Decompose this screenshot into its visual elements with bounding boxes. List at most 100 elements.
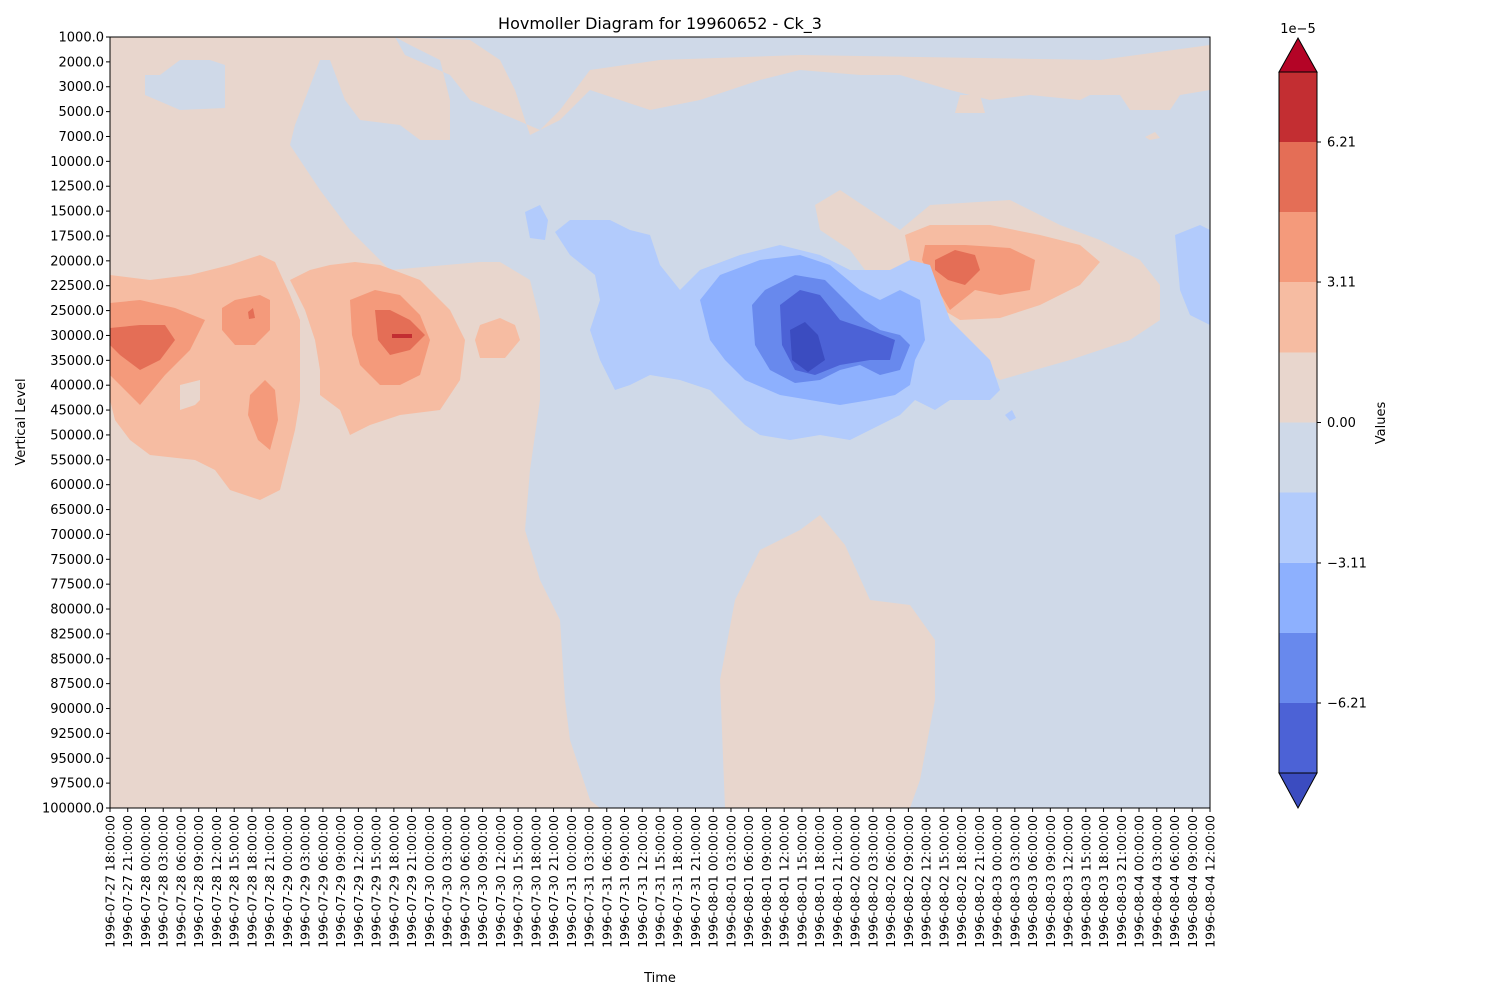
x-axis: 1996-07-27 18:00:00 1996-07-27 21:00:00 19… bbox=[103, 808, 1218, 948]
colorbar-exponent-label: 1e−5 bbox=[1280, 22, 1315, 37]
level-3-small bbox=[475, 318, 520, 358]
x-tick-label: 1996-07-28 00:00:00 bbox=[138, 815, 153, 948]
y-tick-label: 45000.0 bbox=[50, 404, 104, 419]
x-tick-label: 1996-08-04 03:00:00 bbox=[1149, 815, 1164, 948]
x-tick-label: 1996-08-02 21:00:00 bbox=[972, 815, 987, 948]
x-tick-label: 1996-07-27 21:00:00 bbox=[120, 815, 135, 948]
x-tick-label: 1996-08-04 06:00:00 bbox=[1167, 815, 1182, 948]
negative-region-far-right bbox=[1175, 225, 1210, 325]
colorbar-tick-label: 6.21 bbox=[1327, 136, 1356, 151]
y-tick-label: 35000.0 bbox=[50, 354, 104, 369]
y-tick-label: 30000.0 bbox=[50, 329, 104, 344]
x-tick-label: 1996-08-01 00:00:00 bbox=[706, 815, 721, 948]
colorbar-band bbox=[1279, 562, 1317, 633]
positive-region-left bbox=[110, 37, 1210, 808]
y-tick-label: 10000.0 bbox=[50, 155, 104, 170]
x-tick-label: 1996-07-28 15:00:00 bbox=[227, 815, 242, 948]
x-tick-label: 1996-07-30 15:00:00 bbox=[511, 815, 526, 948]
x-tick-label: 1996-07-29 00:00:00 bbox=[280, 815, 295, 948]
x-tick-label: 1996-08-03 12:00:00 bbox=[1061, 815, 1076, 948]
x-tick-label: 1996-07-31 03:00:00 bbox=[582, 815, 597, 948]
x-tick-label: 1996-08-02 09:00:00 bbox=[901, 815, 916, 948]
y-tick-label: 82500.0 bbox=[50, 627, 104, 642]
positive-region-cap-2 bbox=[1145, 132, 1160, 140]
colorbar-band bbox=[1279, 142, 1317, 213]
level-4-small-a bbox=[222, 295, 270, 345]
colorbar-tick-label: −6.21 bbox=[1327, 696, 1367, 711]
x-tick-label: 1996-07-29 21:00:00 bbox=[404, 815, 419, 948]
x-tick-label: 1996-08-03 21:00:00 bbox=[1114, 815, 1129, 948]
x-tick-label: 1996-07-30 21:00:00 bbox=[546, 815, 561, 948]
x-tick-label: 1996-07-29 09:00:00 bbox=[333, 815, 348, 948]
x-tick-label: 1996-07-31 21:00:00 bbox=[688, 815, 703, 948]
y-tick-label: 50000.0 bbox=[50, 428, 104, 443]
x-tick-label: 1996-07-31 12:00:00 bbox=[635, 815, 650, 948]
y-tick-label: 1000.0 bbox=[59, 31, 105, 46]
level-5-middle bbox=[375, 310, 425, 355]
x-tick-label: 1996-07-31 00:00:00 bbox=[564, 815, 579, 948]
y-tick-label: 80000.0 bbox=[50, 603, 104, 618]
x-tick-label: 1996-08-02 18:00:00 bbox=[954, 815, 969, 948]
level-5-small bbox=[248, 308, 255, 319]
y-tick-label: 95000.0 bbox=[50, 752, 104, 767]
colorbar-band bbox=[1279, 702, 1317, 773]
negative-region-top-left bbox=[145, 60, 225, 110]
x-tick-label: 1996-07-30 09:00:00 bbox=[475, 815, 490, 948]
y-tick-label: 5000.0 bbox=[59, 105, 105, 120]
colorbar-band bbox=[1279, 352, 1317, 423]
y-tick-label: 75000.0 bbox=[50, 553, 104, 568]
x-tick-label: 1996-08-04 12:00:00 bbox=[1203, 815, 1218, 948]
x-tick-label: 1996-07-27 18:00:00 bbox=[103, 815, 118, 948]
colorbar-label: Values bbox=[1374, 402, 1389, 445]
y-tick-label: 25000.0 bbox=[50, 304, 104, 319]
x-tick-label: 1996-07-29 06:00:00 bbox=[315, 815, 330, 948]
colorbar-band bbox=[1279, 492, 1317, 563]
y-tick-label: 65000.0 bbox=[50, 503, 104, 518]
colorbar-band bbox=[1279, 632, 1317, 703]
x-tick-label: 1996-08-03 00:00:00 bbox=[990, 815, 1005, 948]
x-tick-label: 1996-08-02 15:00:00 bbox=[936, 815, 951, 948]
y-tick-label: 77500.0 bbox=[50, 578, 104, 593]
x-tick-label: 1996-07-30 12:00:00 bbox=[493, 815, 508, 948]
colorbar-band bbox=[1279, 72, 1317, 143]
x-tick-label: 1996-07-30 18:00:00 bbox=[528, 815, 543, 948]
x-tick-label: 1996-08-01 12:00:00 bbox=[777, 815, 792, 948]
negative-region-dot bbox=[1005, 410, 1016, 421]
y-tick-label: 92500.0 bbox=[50, 727, 104, 742]
x-tick-label: 1996-07-31 15:00:00 bbox=[653, 815, 668, 948]
x-tick-label: 1996-08-01 18:00:00 bbox=[812, 815, 827, 948]
y-tick-label: 90000.0 bbox=[50, 702, 104, 717]
contour-field bbox=[110, 37, 1210, 808]
negative-region-sliver bbox=[525, 205, 548, 240]
y-tick-label: 100000.0 bbox=[42, 802, 104, 817]
positive-region-cap-1 bbox=[955, 95, 985, 113]
x-tick-label: 1996-07-30 03:00:00 bbox=[440, 815, 455, 948]
colorbar-tick-label: 0.00 bbox=[1327, 416, 1356, 431]
x-tick-label: 1996-08-01 21:00:00 bbox=[830, 815, 845, 948]
x-tick-label: 1996-07-31 06:00:00 bbox=[599, 815, 614, 948]
x-tick-label: 1996-08-01 03:00:00 bbox=[723, 815, 738, 948]
y-tick-label: 87500.0 bbox=[50, 677, 104, 692]
y-tick-label: 40000.0 bbox=[50, 379, 104, 394]
x-tick-label: 1996-07-30 00:00:00 bbox=[422, 815, 437, 948]
x-tick-label: 1996-07-29 03:00:00 bbox=[298, 815, 313, 948]
y-tick-label: 3000.0 bbox=[59, 80, 105, 95]
y-tick-label: 20000.0 bbox=[50, 254, 104, 269]
y-tick-label: 85000.0 bbox=[50, 652, 104, 667]
x-tick-label: 1996-08-01 09:00:00 bbox=[759, 815, 774, 948]
level-4-small-b bbox=[248, 380, 278, 450]
colorbar-band bbox=[1279, 282, 1317, 353]
x-tick-label: 1996-08-03 06:00:00 bbox=[1025, 815, 1040, 948]
x-axis-label: Time bbox=[643, 971, 676, 986]
y-axis-label: Vertical Level bbox=[14, 378, 29, 465]
x-tick-label: 1996-08-02 12:00:00 bbox=[919, 815, 934, 948]
x-tick-label: 1996-07-28 18:00:00 bbox=[244, 815, 259, 948]
y-tick-label: 12500.0 bbox=[50, 180, 104, 195]
colorbar-extend-min bbox=[1278, 772, 1318, 810]
y-tick-label: 15000.0 bbox=[50, 205, 104, 220]
x-tick-label: 1996-08-01 06:00:00 bbox=[741, 815, 756, 948]
level-minus-5 bbox=[790, 322, 825, 372]
x-tick-label: 1996-08-03 15:00:00 bbox=[1078, 815, 1093, 948]
x-tick-label: 1996-08-02 03:00:00 bbox=[865, 815, 880, 948]
